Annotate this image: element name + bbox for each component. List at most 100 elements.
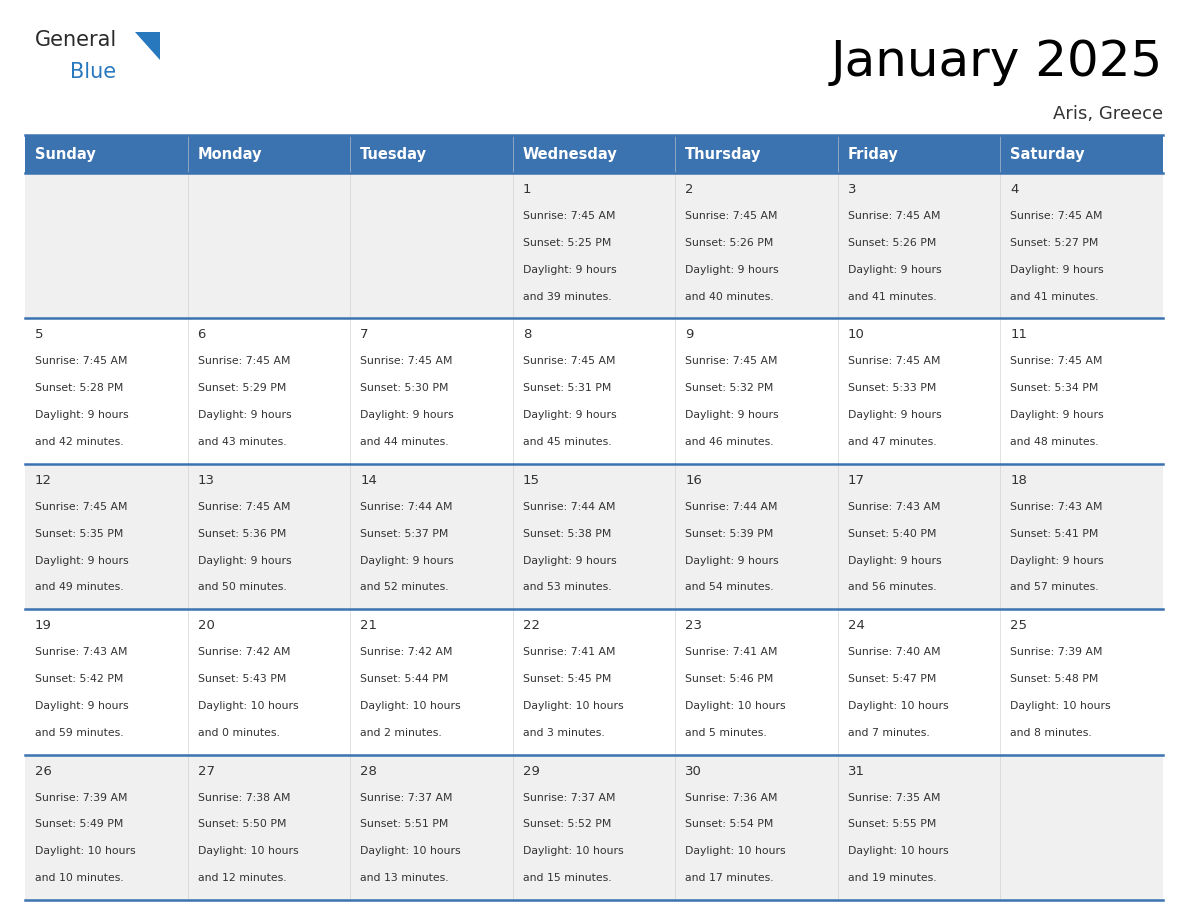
Text: and 41 minutes.: and 41 minutes. [848, 292, 936, 302]
Text: Daylight: 10 hours: Daylight: 10 hours [523, 701, 624, 711]
Text: Sunset: 5:41 PM: Sunset: 5:41 PM [1011, 529, 1099, 539]
Text: Thursday: Thursday [685, 147, 762, 162]
Text: and 39 minutes.: and 39 minutes. [523, 292, 612, 302]
Text: 2: 2 [685, 183, 694, 196]
Text: Sunset: 5:38 PM: Sunset: 5:38 PM [523, 529, 611, 539]
Text: Sunrise: 7:42 AM: Sunrise: 7:42 AM [360, 647, 453, 657]
Text: Wednesday: Wednesday [523, 147, 618, 162]
Text: Sunset: 5:52 PM: Sunset: 5:52 PM [523, 820, 611, 830]
Text: Sunset: 5:44 PM: Sunset: 5:44 PM [360, 674, 449, 684]
Text: 13: 13 [197, 474, 215, 487]
Text: Daylight: 10 hours: Daylight: 10 hours [34, 846, 135, 856]
Text: Daylight: 9 hours: Daylight: 9 hours [1011, 410, 1104, 420]
Text: 29: 29 [523, 765, 539, 778]
Text: and 40 minutes.: and 40 minutes. [685, 292, 775, 302]
Text: and 50 minutes.: and 50 minutes. [197, 583, 286, 592]
Text: Sunset: 5:51 PM: Sunset: 5:51 PM [360, 820, 449, 830]
Text: and 45 minutes.: and 45 minutes. [523, 437, 612, 447]
Text: Daylight: 9 hours: Daylight: 9 hours [848, 555, 941, 565]
Text: Sunrise: 7:39 AM: Sunrise: 7:39 AM [34, 792, 127, 802]
Text: Daylight: 10 hours: Daylight: 10 hours [1011, 701, 1111, 711]
Text: Sunset: 5:45 PM: Sunset: 5:45 PM [523, 674, 611, 684]
Text: Sunset: 5:36 PM: Sunset: 5:36 PM [197, 529, 286, 539]
Text: Sunset: 5:27 PM: Sunset: 5:27 PM [1011, 238, 1099, 248]
Text: and 48 minutes.: and 48 minutes. [1011, 437, 1099, 447]
Text: Sunday: Sunday [34, 147, 96, 162]
Text: Sunset: 5:46 PM: Sunset: 5:46 PM [685, 674, 773, 684]
Text: Daylight: 10 hours: Daylight: 10 hours [197, 846, 298, 856]
Text: Daylight: 9 hours: Daylight: 9 hours [685, 410, 779, 420]
Text: Sunset: 5:42 PM: Sunset: 5:42 PM [34, 674, 124, 684]
Text: Blue: Blue [70, 62, 116, 82]
Text: Sunset: 5:40 PM: Sunset: 5:40 PM [848, 529, 936, 539]
Text: Daylight: 10 hours: Daylight: 10 hours [848, 846, 948, 856]
Text: 25: 25 [1011, 620, 1028, 633]
Text: Sunrise: 7:45 AM: Sunrise: 7:45 AM [523, 211, 615, 221]
Text: Daylight: 10 hours: Daylight: 10 hours [523, 846, 624, 856]
Text: 15: 15 [523, 474, 539, 487]
Text: 5: 5 [34, 329, 44, 341]
Text: Daylight: 10 hours: Daylight: 10 hours [197, 701, 298, 711]
Text: Daylight: 9 hours: Daylight: 9 hours [1011, 555, 1104, 565]
Text: and 52 minutes.: and 52 minutes. [360, 583, 449, 592]
Text: 28: 28 [360, 765, 377, 778]
Text: Daylight: 9 hours: Daylight: 9 hours [1011, 264, 1104, 274]
Text: 11: 11 [1011, 329, 1028, 341]
Text: Daylight: 10 hours: Daylight: 10 hours [685, 846, 786, 856]
Text: and 46 minutes.: and 46 minutes. [685, 437, 773, 447]
Text: 1: 1 [523, 183, 531, 196]
Text: Sunset: 5:47 PM: Sunset: 5:47 PM [848, 674, 936, 684]
Text: Daylight: 9 hours: Daylight: 9 hours [523, 264, 617, 274]
Text: Daylight: 10 hours: Daylight: 10 hours [685, 701, 786, 711]
Text: Daylight: 9 hours: Daylight: 9 hours [360, 410, 454, 420]
Text: Sunset: 5:31 PM: Sunset: 5:31 PM [523, 384, 611, 393]
Bar [25, 464, 1163, 610]
Text: 6: 6 [197, 329, 206, 341]
Text: Daylight: 10 hours: Daylight: 10 hours [360, 846, 461, 856]
Text: Sunrise: 7:45 AM: Sunrise: 7:45 AM [360, 356, 453, 366]
Bar [25, 755, 1163, 900]
Text: Tuesday: Tuesday [360, 147, 428, 162]
Text: General: General [34, 30, 118, 50]
Text: and 0 minutes.: and 0 minutes. [197, 728, 279, 738]
Text: Sunrise: 7:41 AM: Sunrise: 7:41 AM [685, 647, 778, 657]
Text: 30: 30 [685, 765, 702, 778]
Text: 12: 12 [34, 474, 52, 487]
Text: 3: 3 [848, 183, 857, 196]
Polygon shape [135, 32, 160, 60]
Text: 14: 14 [360, 474, 377, 487]
Text: January 2025: January 2025 [830, 38, 1163, 86]
Text: Sunset: 5:39 PM: Sunset: 5:39 PM [685, 529, 773, 539]
Text: and 42 minutes.: and 42 minutes. [34, 437, 124, 447]
Text: 24: 24 [848, 620, 865, 633]
Text: Sunset: 5:34 PM: Sunset: 5:34 PM [1011, 384, 1099, 393]
Text: Sunset: 5:35 PM: Sunset: 5:35 PM [34, 529, 124, 539]
Text: and 56 minutes.: and 56 minutes. [848, 583, 936, 592]
Text: Daylight: 9 hours: Daylight: 9 hours [360, 555, 454, 565]
Text: Sunset: 5:29 PM: Sunset: 5:29 PM [197, 384, 286, 393]
Text: and 59 minutes.: and 59 minutes. [34, 728, 124, 738]
Text: 10: 10 [848, 329, 865, 341]
Text: and 19 minutes.: and 19 minutes. [848, 873, 936, 883]
Text: Daylight: 9 hours: Daylight: 9 hours [523, 410, 617, 420]
Text: Sunrise: 7:37 AM: Sunrise: 7:37 AM [360, 792, 453, 802]
Text: and 54 minutes.: and 54 minutes. [685, 583, 773, 592]
Text: 4: 4 [1011, 183, 1019, 196]
Text: 18: 18 [1011, 474, 1028, 487]
Text: Sunset: 5:26 PM: Sunset: 5:26 PM [848, 238, 936, 248]
Text: Sunset: 5:30 PM: Sunset: 5:30 PM [360, 384, 449, 393]
Text: Sunrise: 7:38 AM: Sunrise: 7:38 AM [197, 792, 290, 802]
Text: Daylight: 9 hours: Daylight: 9 hours [848, 264, 941, 274]
Text: Sunset: 5:48 PM: Sunset: 5:48 PM [1011, 674, 1099, 684]
Text: and 43 minutes.: and 43 minutes. [197, 437, 286, 447]
Text: and 41 minutes.: and 41 minutes. [1011, 292, 1099, 302]
Text: Sunrise: 7:35 AM: Sunrise: 7:35 AM [848, 792, 941, 802]
Text: 9: 9 [685, 329, 694, 341]
Text: Daylight: 9 hours: Daylight: 9 hours [34, 555, 128, 565]
Text: Sunset: 5:49 PM: Sunset: 5:49 PM [34, 820, 124, 830]
Text: and 53 minutes.: and 53 minutes. [523, 583, 612, 592]
Text: Sunrise: 7:45 AM: Sunrise: 7:45 AM [34, 356, 127, 366]
Text: 8: 8 [523, 329, 531, 341]
Text: and 13 minutes.: and 13 minutes. [360, 873, 449, 883]
Text: Sunrise: 7:45 AM: Sunrise: 7:45 AM [34, 502, 127, 512]
